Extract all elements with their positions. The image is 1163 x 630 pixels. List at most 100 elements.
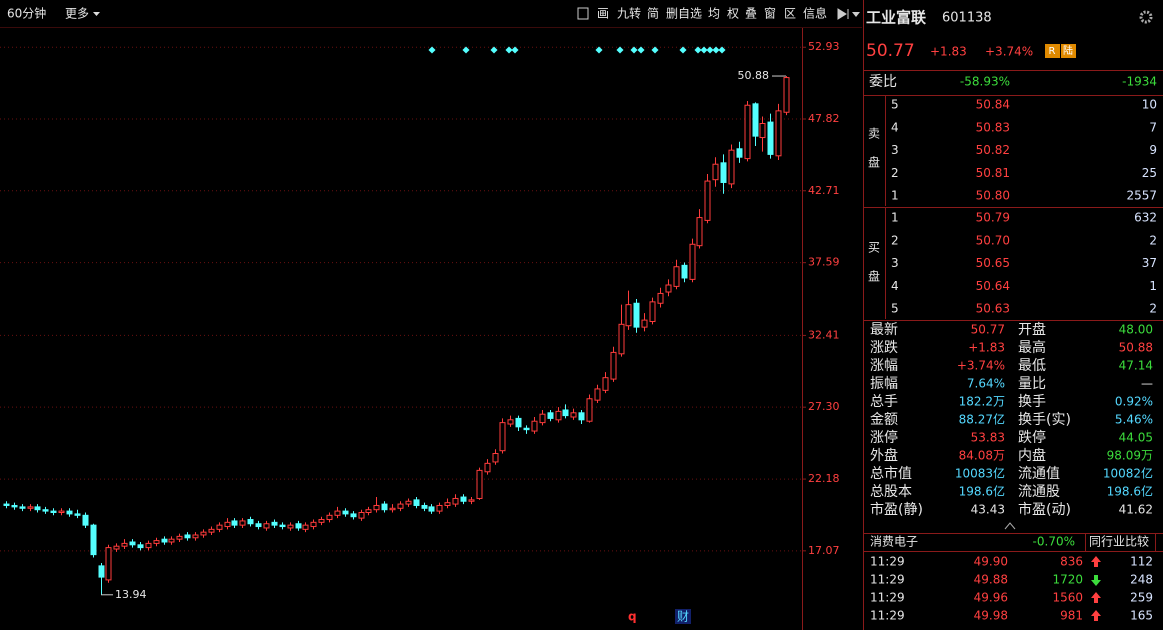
event-marker[interactable] <box>595 46 603 54</box>
tool-button[interactable]: 信息 <box>803 6 827 21</box>
level-price: 50.81 <box>976 166 1010 180</box>
industry-name: 消费电子 <box>870 535 918 549</box>
change: +1.83 <box>930 45 967 59</box>
candle-body <box>531 420 538 432</box>
candle-body <box>279 524 286 528</box>
event-marker[interactable] <box>712 46 720 54</box>
event-marker[interactable] <box>706 46 714 54</box>
candle-body <box>216 524 223 530</box>
candle-body <box>239 520 246 526</box>
candle-body <box>192 534 199 539</box>
tick-time: 11:29 <box>870 573 905 587</box>
level-price: 50.80 <box>976 189 1010 203</box>
event-marker[interactable] <box>505 46 513 54</box>
tick-arrow <box>1091 592 1101 603</box>
tool-button[interactable]: 窗 <box>764 7 776 21</box>
event-marker[interactable] <box>651 46 659 54</box>
candle-body <box>50 510 57 514</box>
collapse-caret[interactable] <box>1004 522 1016 530</box>
candle-body <box>74 513 81 516</box>
candle-body <box>342 510 349 515</box>
candle-body <box>649 301 656 323</box>
event-marker[interactable] <box>616 46 624 54</box>
stat-value: 53.83 <box>971 431 1005 445</box>
candle-body <box>255 523 262 528</box>
stat-value: +3.74% <box>957 359 1005 373</box>
candle-body <box>570 412 577 418</box>
candle-body <box>176 535 183 540</box>
more-button[interactable]: 更多 <box>65 7 89 21</box>
settings-icon[interactable] <box>1139 10 1153 24</box>
stat-label: 跌停 <box>1018 429 1046 446</box>
candle-body <box>752 103 759 137</box>
candle-body <box>696 217 703 247</box>
event-marker[interactable] <box>630 46 638 54</box>
candle-body <box>744 104 751 160</box>
stat-label: 最低 <box>1018 358 1046 374</box>
event-marker[interactable] <box>718 46 726 54</box>
event-marker[interactable] <box>694 46 702 54</box>
stat-label: 总市值 <box>870 465 912 482</box>
candle-body <box>90 524 97 556</box>
event-label[interactable]: 财 <box>677 610 689 624</box>
tool-button[interactable]: 权 <box>727 7 739 21</box>
candle-body <box>310 521 317 528</box>
tick-price: 49.98 <box>974 609 1008 623</box>
candle-body <box>113 545 120 550</box>
y-tick-label: 27.30 <box>808 400 840 413</box>
event-label[interactable]: q <box>628 610 637 624</box>
candle-body <box>625 304 632 327</box>
level-volume: 2 <box>1149 302 1157 316</box>
candle-body <box>34 506 41 511</box>
tick-count: 112 <box>1130 555 1153 569</box>
candle-body <box>405 500 412 505</box>
candle-body <box>231 520 238 526</box>
compare-label[interactable]: 同行业比较 <box>1089 534 1149 549</box>
tool-button[interactable]: 简 <box>647 7 659 21</box>
tool-icon[interactable] <box>577 7 589 20</box>
candle-body <box>200 531 207 536</box>
tool-button[interactable]: 删自选 <box>666 7 702 21</box>
tick-count: 248 <box>1130 573 1153 587</box>
stat-value: 10082亿 <box>1103 466 1153 481</box>
min-label: 13.94 <box>115 588 147 601</box>
event-marker[interactable] <box>462 46 470 54</box>
candle-body <box>681 264 688 279</box>
tool-icon[interactable] <box>837 8 849 20</box>
candle-body <box>381 503 388 511</box>
tick-arrow <box>1091 575 1101 586</box>
candle-body <box>689 243 696 280</box>
event-marker[interactable] <box>428 46 436 54</box>
candle-body <box>153 540 160 544</box>
event-box[interactable] <box>675 609 691 624</box>
tool-button[interactable]: 叠 <box>745 7 757 21</box>
period-button[interactable]: 60分钟 <box>7 6 46 21</box>
y-tick-label: 17.07 <box>808 544 840 557</box>
tool-dropdown[interactable] <box>852 12 860 17</box>
tool-button[interactable]: 区 <box>784 7 796 21</box>
event-marker[interactable] <box>679 46 687 54</box>
badge <box>1061 44 1076 58</box>
event-marker[interactable] <box>637 46 645 54</box>
tool-button[interactable]: 画 <box>597 7 609 21</box>
side-label: 盘 <box>868 155 880 170</box>
more-dropdown[interactable] <box>93 12 100 16</box>
candle-body <box>665 284 672 293</box>
candle-body <box>468 499 475 502</box>
tool-button[interactable]: 均 <box>708 7 720 21</box>
level: 5 <box>891 302 899 316</box>
candle-body <box>539 413 546 424</box>
candle-body <box>610 351 617 380</box>
tick-volume: 1560 <box>1052 591 1083 605</box>
stat-value: 10083亿 <box>955 466 1005 481</box>
candle-body <box>657 292 664 304</box>
tool-button[interactable]: 九转 <box>617 6 641 21</box>
event-marker[interactable] <box>490 46 498 54</box>
level: 2 <box>891 233 899 247</box>
event-marker[interactable] <box>700 46 708 54</box>
tick-volume: 836 <box>1060 555 1083 569</box>
tick-time: 11:29 <box>870 591 905 605</box>
event-marker[interactable] <box>511 46 519 54</box>
side-label: 卖 <box>868 127 880 141</box>
